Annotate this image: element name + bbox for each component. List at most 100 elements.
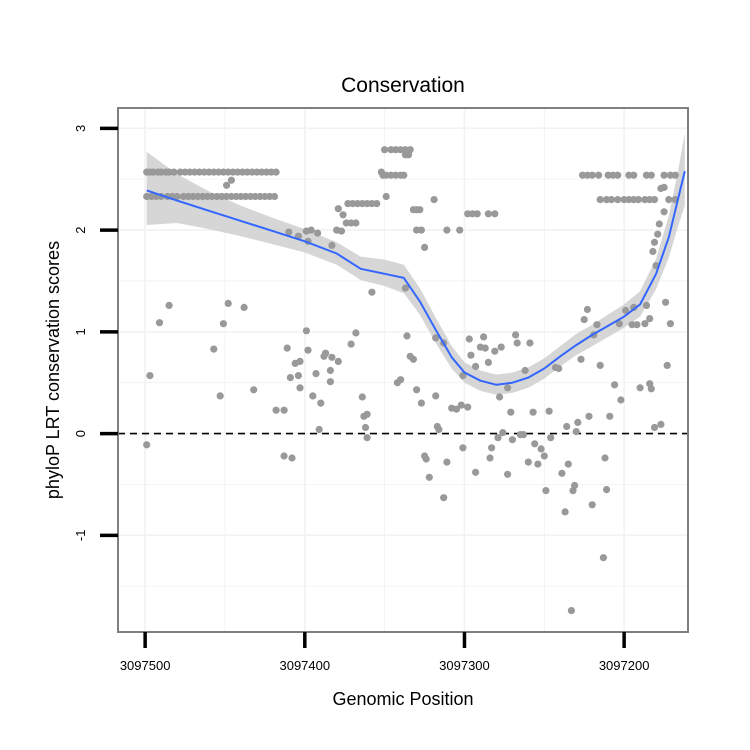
data-point	[309, 392, 317, 400]
data-point	[574, 418, 582, 426]
data-point	[320, 352, 328, 360]
x-tick-label: 3097200	[599, 658, 650, 673]
x-tick-label: 3097500	[120, 658, 171, 673]
data-point	[547, 434, 555, 442]
data-point	[440, 494, 448, 502]
data-point	[216, 392, 224, 400]
data-point	[580, 316, 588, 324]
data-point	[650, 423, 659, 432]
data-point	[484, 358, 492, 366]
data-point	[280, 452, 288, 460]
data-point	[588, 501, 596, 509]
data-point	[286, 374, 294, 382]
data-point	[601, 454, 609, 462]
data-point	[607, 196, 616, 204]
data-point	[654, 230, 662, 238]
data-point	[636, 384, 644, 392]
data-point	[614, 196, 622, 204]
x-axis: 3097500 3097400 3097300 3097200	[120, 632, 650, 673]
data-point	[524, 458, 532, 466]
data-point	[647, 171, 655, 179]
data-point	[537, 445, 545, 453]
data-point	[671, 171, 679, 179]
data-point	[352, 219, 360, 227]
data-point	[302, 227, 310, 235]
data-point	[272, 406, 280, 414]
data-point	[304, 346, 312, 354]
data-point	[417, 399, 425, 407]
panel-border	[117, 107, 689, 633]
data-point	[634, 196, 643, 204]
data-point	[534, 460, 542, 468]
data-point	[504, 470, 512, 478]
data-point	[173, 192, 181, 201]
data-point	[508, 436, 516, 444]
data-point	[373, 200, 381, 208]
data-point	[457, 401, 465, 409]
data-point	[542, 487, 550, 495]
data-point	[611, 381, 619, 389]
y-tick-label: 0	[73, 430, 88, 437]
data-point	[432, 392, 440, 400]
data-point	[223, 181, 231, 189]
data-point	[272, 168, 280, 176]
data-point	[210, 345, 218, 353]
data-point	[496, 393, 504, 401]
data-point	[456, 226, 464, 234]
data-point	[432, 334, 440, 342]
data-point	[347, 340, 355, 348]
data-point	[464, 403, 472, 411]
data-point	[170, 168, 178, 176]
data-point	[401, 284, 409, 292]
data-point	[328, 353, 336, 361]
data-point	[302, 327, 310, 335]
data-point	[647, 385, 655, 393]
data-point	[227, 176, 235, 184]
y-tick-label: -1	[73, 530, 88, 542]
data-point	[294, 372, 302, 380]
data-point	[285, 228, 293, 236]
data-point	[660, 208, 668, 216]
data-point	[467, 351, 475, 359]
data-point	[650, 238, 659, 246]
data-point	[657, 420, 665, 428]
data-point	[504, 384, 512, 392]
data-points	[143, 146, 679, 615]
data-point	[599, 554, 608, 562]
data-point	[596, 361, 604, 369]
data-point	[655, 220, 663, 228]
data-point	[606, 412, 614, 420]
data-point	[603, 486, 611, 494]
data-point	[363, 410, 371, 418]
data-point	[416, 206, 424, 214]
data-point	[443, 226, 451, 234]
y-tick-label: 1	[73, 328, 88, 335]
data-point	[443, 458, 451, 466]
data-point	[507, 408, 515, 416]
data-point	[452, 405, 461, 413]
data-point	[488, 444, 496, 452]
data-point	[642, 301, 651, 309]
data-point	[497, 343, 505, 351]
data-point	[511, 331, 520, 339]
data-point	[596, 196, 604, 204]
data-point	[615, 320, 623, 328]
data-point	[650, 196, 659, 204]
data-point	[473, 210, 481, 218]
data-point	[472, 468, 480, 476]
data-point	[315, 425, 323, 434]
data-point	[421, 243, 429, 251]
data-point	[368, 288, 376, 296]
data-point	[326, 378, 334, 386]
data-point	[633, 321, 641, 329]
data-point	[529, 408, 537, 416]
data-point	[484, 210, 492, 218]
data-point	[250, 386, 258, 394]
data-point	[382, 192, 390, 201]
data-point	[588, 171, 596, 179]
data-point	[422, 455, 430, 463]
data-point	[417, 226, 425, 234]
data-point	[146, 372, 154, 380]
data-point	[630, 171, 638, 179]
data-point	[270, 192, 279, 201]
